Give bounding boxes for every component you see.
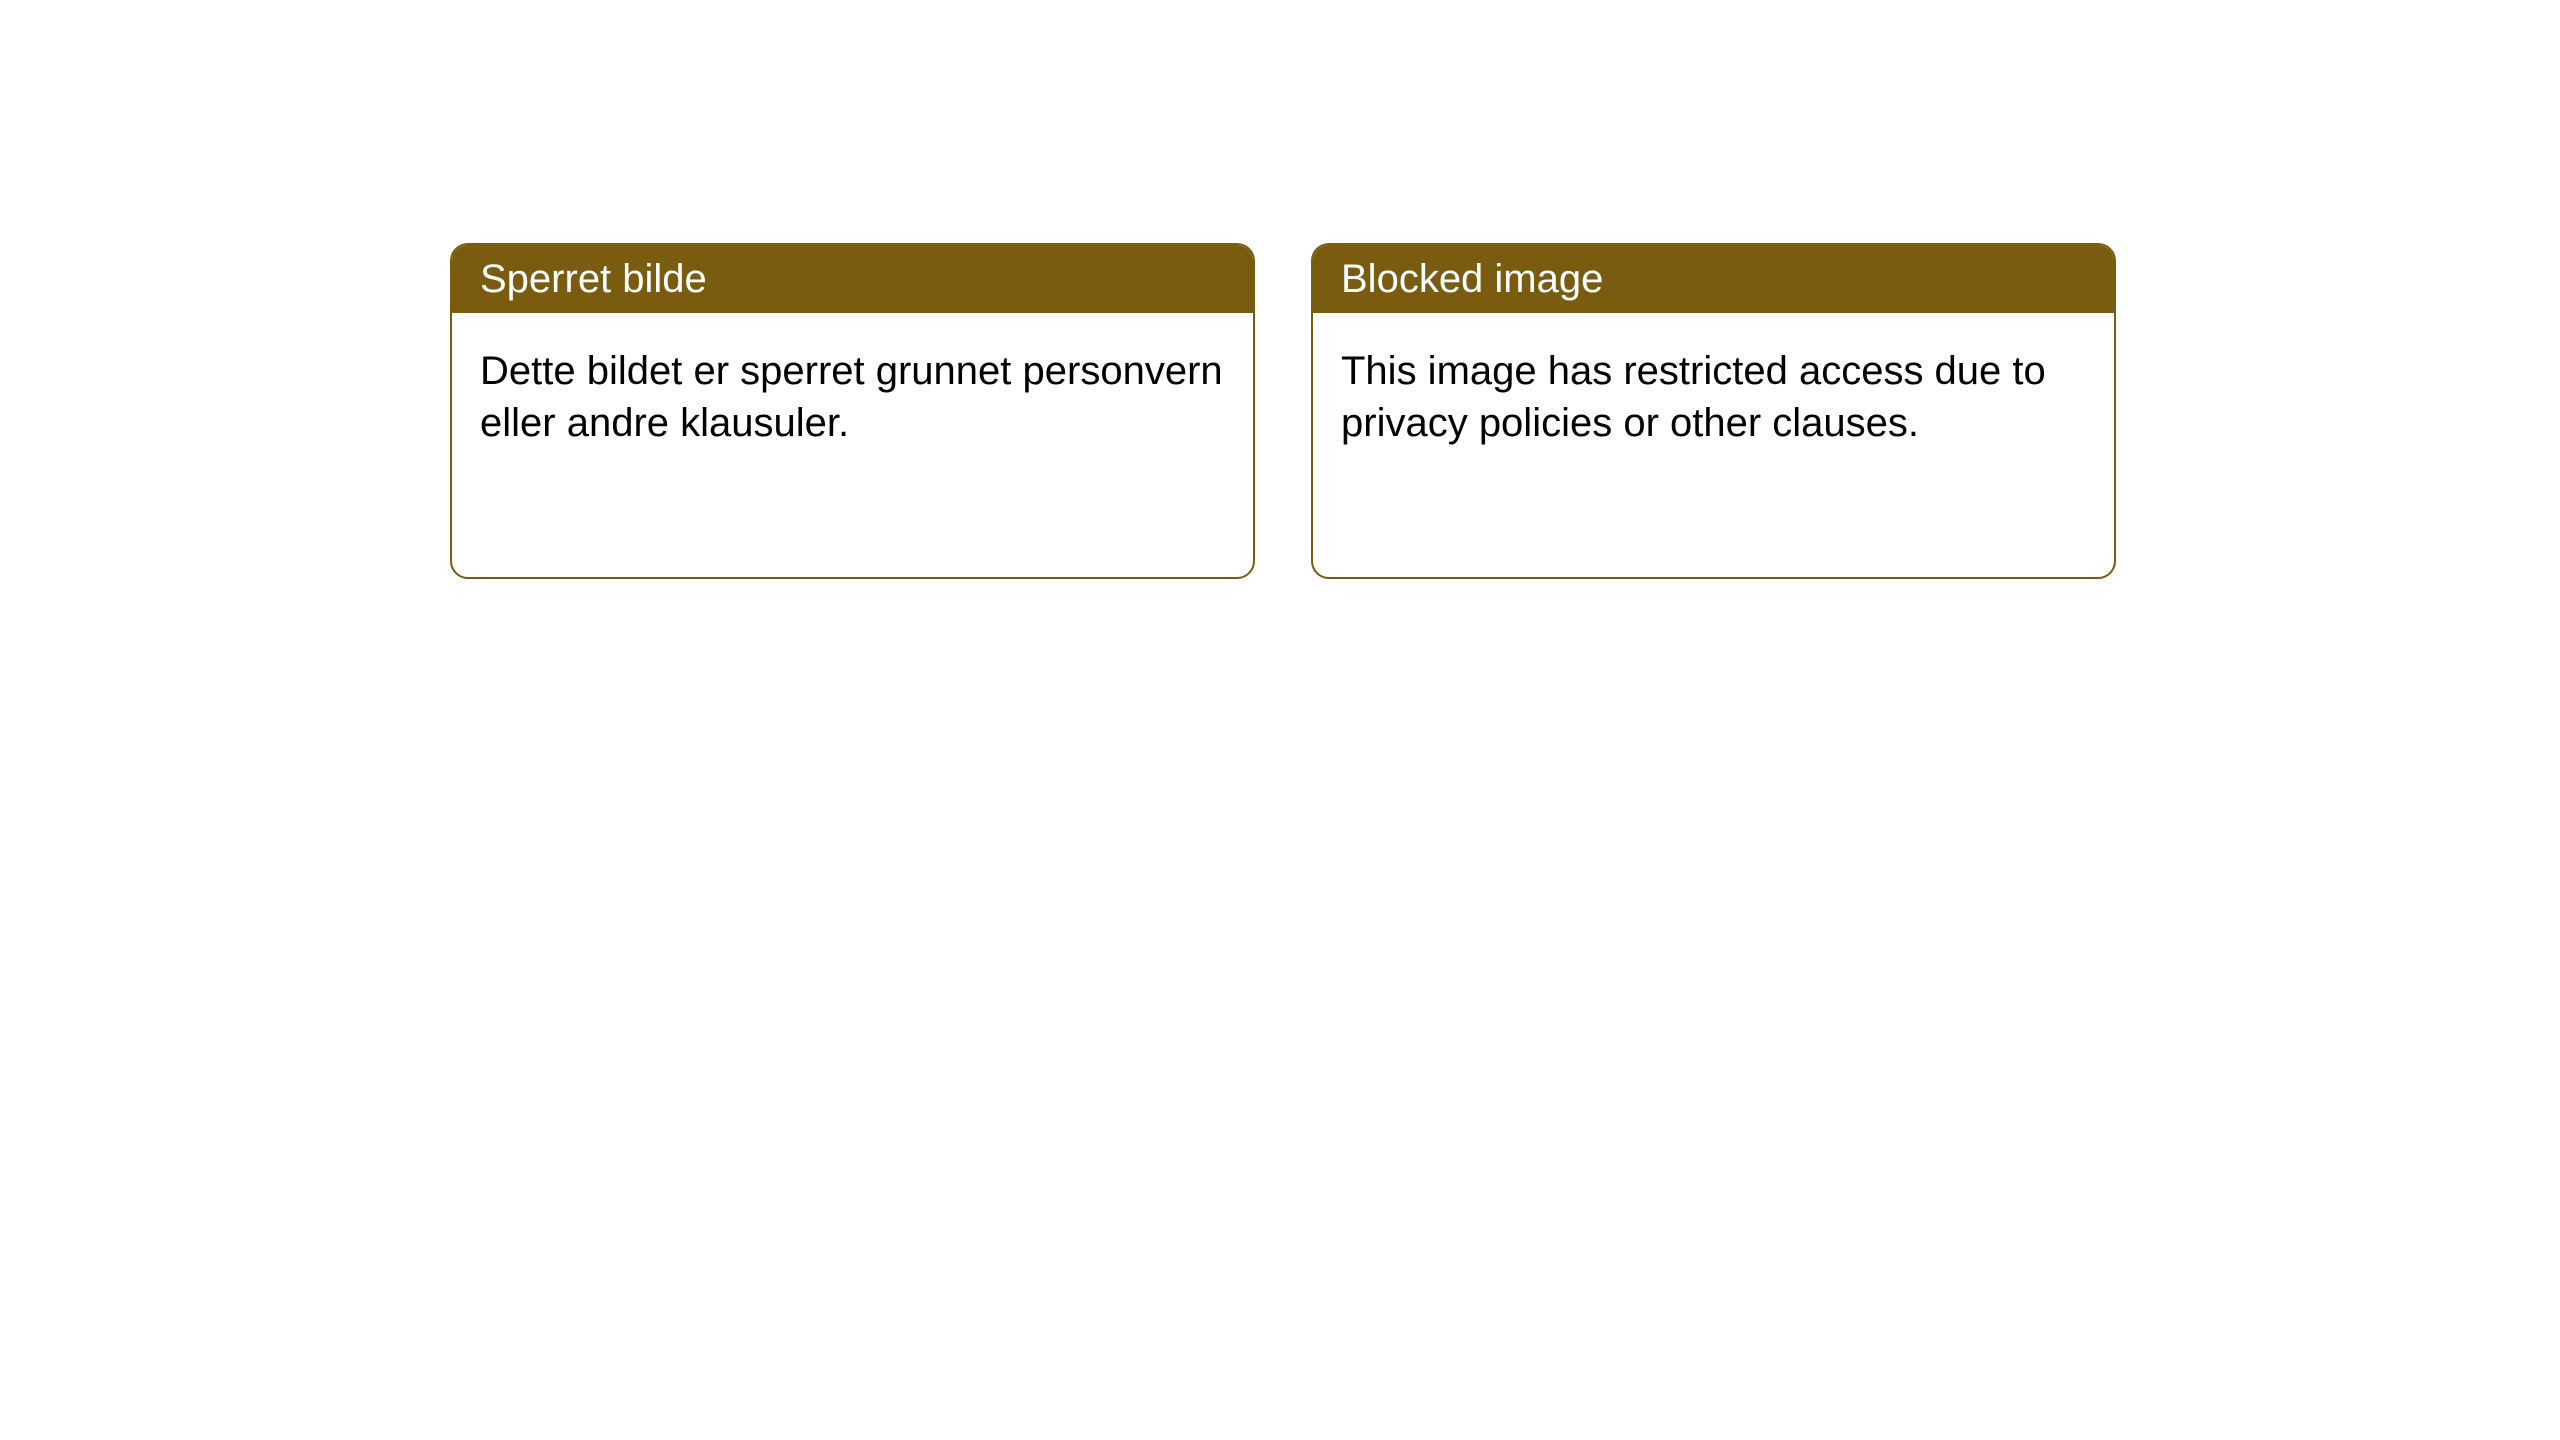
notice-body: This image has restricted access due to …: [1313, 313, 2114, 481]
notice-header: Sperret bilde: [452, 245, 1253, 313]
notice-body: Dette bildet er sperret grunnet personve…: [452, 313, 1253, 481]
notice-card-english: Blocked image This image has restricted …: [1311, 243, 2116, 579]
notice-card-norwegian: Sperret bilde Dette bildet er sperret gr…: [450, 243, 1255, 579]
notice-header: Blocked image: [1313, 245, 2114, 313]
notice-cards-container: Sperret bilde Dette bildet er sperret gr…: [0, 0, 2560, 579]
